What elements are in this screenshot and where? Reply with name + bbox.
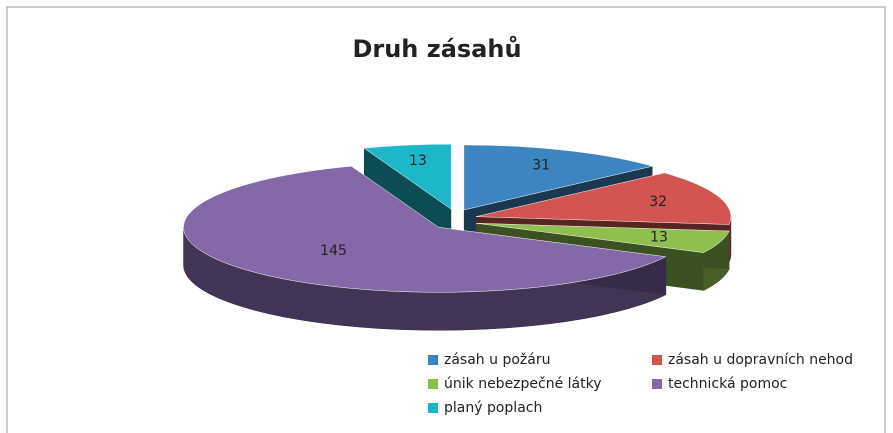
legend-label: planý poplach: [444, 400, 542, 416]
data-label: 13: [650, 229, 668, 245]
slice-top: [476, 222, 730, 253]
legend-swatch: [428, 403, 438, 413]
data-label: 13: [409, 153, 427, 169]
slice-top: [183, 165, 667, 293]
legend-swatch: [652, 379, 662, 389]
legend-swatch: [652, 355, 662, 365]
data-label: 31: [532, 157, 550, 173]
legend-swatch: [428, 355, 438, 365]
pie-slice: [183, 165, 667, 331]
legend-label: únik nebezpečné látky: [444, 376, 602, 392]
legend-label: zásah u dopravních nehod: [668, 352, 853, 368]
data-label: 32: [649, 194, 667, 210]
legend-label: technická pomoc: [668, 376, 787, 392]
slice-top: [475, 172, 732, 225]
slice-top: [463, 144, 653, 211]
chart-title: Druh zásahů: [352, 35, 521, 63]
legend-label: zásah u požáru: [444, 352, 550, 368]
data-label: 145: [320, 243, 347, 259]
slice-top: [363, 143, 452, 210]
legend-swatch: [428, 379, 438, 389]
